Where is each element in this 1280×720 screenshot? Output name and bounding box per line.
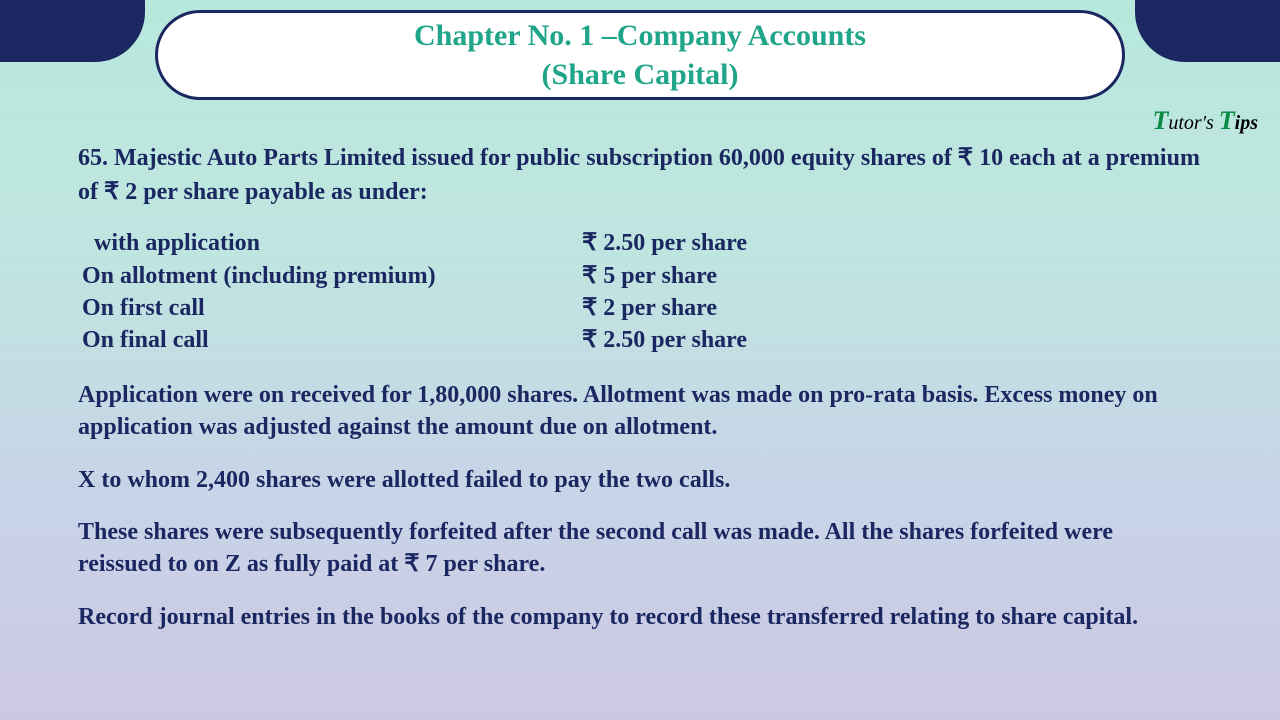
header-corner-right bbox=[1135, 0, 1280, 62]
payment-value: ₹ 2.50 per share bbox=[582, 324, 1202, 356]
payment-label: On allotment (including premium) bbox=[82, 260, 582, 292]
chapter-title-line1: Chapter No. 1 –Company Accounts bbox=[414, 16, 866, 55]
payment-value: ₹ 2 per share bbox=[582, 292, 1202, 324]
question-content: 65. Majestic Auto Parts Limited issued f… bbox=[78, 142, 1202, 653]
chapter-title-banner: Chapter No. 1 –Company Accounts (Share C… bbox=[155, 10, 1125, 100]
question-paragraph-4: Record journal entries in the books of t… bbox=[78, 601, 1202, 633]
tutors-tips-logo: Tutor's Tips bbox=[1152, 106, 1258, 136]
payment-row: On final call ₹ 2.50 per share bbox=[82, 324, 1202, 356]
question-intro: 65. Majestic Auto Parts Limited issued f… bbox=[78, 142, 1202, 209]
payment-label: with application bbox=[82, 227, 582, 259]
payment-row: On allotment (including premium) ₹ 5 per… bbox=[82, 260, 1202, 292]
payment-row: with application ₹ 2.50 per share bbox=[82, 227, 1202, 259]
payment-schedule-table: with application ₹ 2.50 per share On all… bbox=[82, 227, 1202, 357]
payment-value: ₹ 5 per share bbox=[582, 260, 1202, 292]
question-paragraph-2: X to whom 2,400 shares were allotted fai… bbox=[78, 464, 1202, 496]
question-paragraph-3: These shares were subsequently forfeited… bbox=[78, 516, 1202, 581]
payment-row: On first call ₹ 2 per share bbox=[82, 292, 1202, 324]
payment-label: On first call bbox=[82, 292, 582, 324]
payment-value: ₹ 2.50 per share bbox=[582, 227, 1202, 259]
payment-label: On final call bbox=[82, 324, 582, 356]
chapter-title-line2: (Share Capital) bbox=[542, 55, 739, 94]
header-corner-left bbox=[0, 0, 145, 62]
question-paragraph-1: Application were on received for 1,80,00… bbox=[78, 379, 1202, 444]
